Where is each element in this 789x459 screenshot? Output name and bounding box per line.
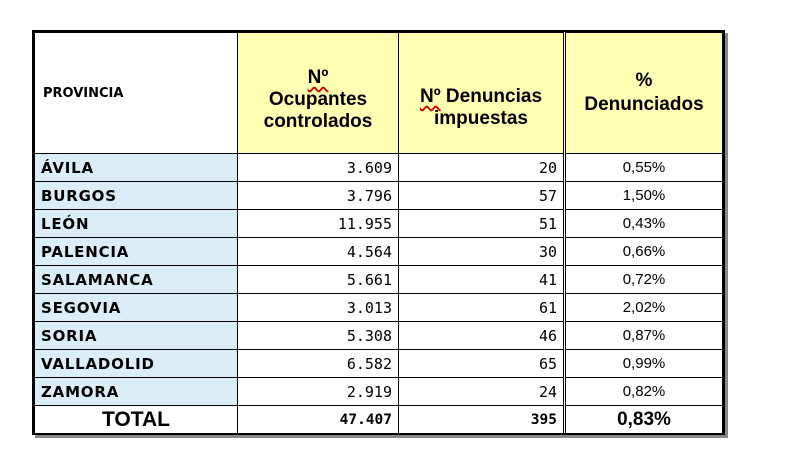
cell-porcentaje: 0,55% (563, 153, 723, 182)
header-provincia: PROVINCIA (34, 32, 238, 154)
cell-denuncias: 51 (398, 209, 565, 238)
table-row: ÁVILA 3.609 20 0,55% (34, 153, 723, 182)
denuncias-table: PROVINCIA Nº Ocupantes controlados Nº De… (34, 32, 723, 434)
cell-porcentaje: 0,72% (563, 265, 723, 294)
cell-provincia: PALENCIA (34, 237, 238, 266)
cell-ocupantes: 3.013 (237, 293, 399, 322)
cell-denuncias: 24 (398, 377, 565, 406)
table-row: ZAMORA 2.919 24 0,82% (34, 377, 723, 406)
table-row: VALLADOLID 6.582 65 0,99% (34, 349, 723, 378)
table-row: SORIA 5.308 46 0,87% (34, 321, 723, 350)
header-ocupantes: Nº Ocupantes controlados (237, 32, 399, 154)
cell-denuncias: 30 (398, 237, 565, 266)
table-row: LEÓN 11.955 51 0,43% (34, 209, 723, 238)
cell-ocupantes: 5.661 (237, 265, 399, 294)
cell-provincia: SORIA (34, 321, 238, 350)
cell-denuncias: 61 (398, 293, 565, 322)
cell-porcentaje: 0,66% (563, 237, 723, 266)
cell-ocupantes: 5.308 (237, 321, 399, 350)
header-porcentaje-label: Denunciados (584, 94, 704, 115)
cell-porcentaje: 0,99% (563, 349, 723, 378)
cell-porcentaje: 0,43% (563, 209, 723, 238)
total-label: TOTAL (34, 405, 238, 434)
cell-denuncias: 20 (398, 153, 565, 182)
cell-ocupantes: 2.919 (237, 377, 399, 406)
header-porcentaje: % Denunciados (563, 32, 723, 154)
cell-provincia: ZAMORA (34, 377, 238, 406)
cell-denuncias: 65 (398, 349, 565, 378)
total-ocupantes: 47.407 (237, 405, 399, 434)
cell-ocupantes: 11.955 (237, 209, 399, 238)
cell-porcentaje: 2,02% (563, 293, 723, 322)
cell-provincia: SEGOVIA (34, 293, 238, 322)
cell-ocupantes: 6.582 (237, 349, 399, 378)
header-porcentaje-symbol: % (635, 70, 653, 91)
total-denuncias: 395 (398, 405, 565, 434)
cell-ocupantes: 3.609 (237, 153, 399, 182)
cell-provincia: SALAMANCA (34, 265, 238, 294)
cell-porcentaje: 0,82% (563, 377, 723, 406)
cell-provincia: VALLADOLID (34, 349, 238, 378)
cell-denuncias: 41 (398, 265, 565, 294)
cell-ocupantes: 4.564 (237, 237, 399, 266)
table-frame (32, 30, 725, 435)
cell-provincia: LEÓN (34, 209, 238, 238)
header-denuncias-symbol: Nº (419, 86, 441, 107)
cell-provincia: BURGOS (34, 181, 238, 210)
header-ocupantes-label: Ocupantes controlados (263, 89, 373, 132)
cell-porcentaje: 0,87% (563, 321, 723, 350)
table-row: PALENCIA 4.564 30 0,66% (34, 237, 723, 266)
header-denuncias: Nº Denuncias impuestas (398, 32, 565, 154)
table-row: BURGOS 3.796 57 1,50% (34, 181, 723, 210)
cell-ocupantes: 3.796 (237, 181, 399, 210)
header-ocupantes-symbol: Nº (307, 67, 329, 88)
total-row: TOTAL 47.407 395 0,83% (34, 405, 723, 434)
table-row: SEGOVIA 3.013 61 2,02% (34, 293, 723, 322)
cell-denuncias: 46 (398, 321, 565, 350)
header-row: PROVINCIA Nº Ocupantes controlados Nº De… (34, 32, 723, 154)
cell-porcentaje: 1,50% (563, 181, 723, 210)
cell-provincia: ÁVILA (34, 153, 238, 182)
table-row: SALAMANCA 5.661 41 0,72% (34, 265, 723, 294)
header-denuncias-label: Denuncias impuestas (434, 86, 543, 129)
cell-denuncias: 57 (398, 181, 565, 210)
total-porcentaje: 0,83% (563, 405, 723, 434)
